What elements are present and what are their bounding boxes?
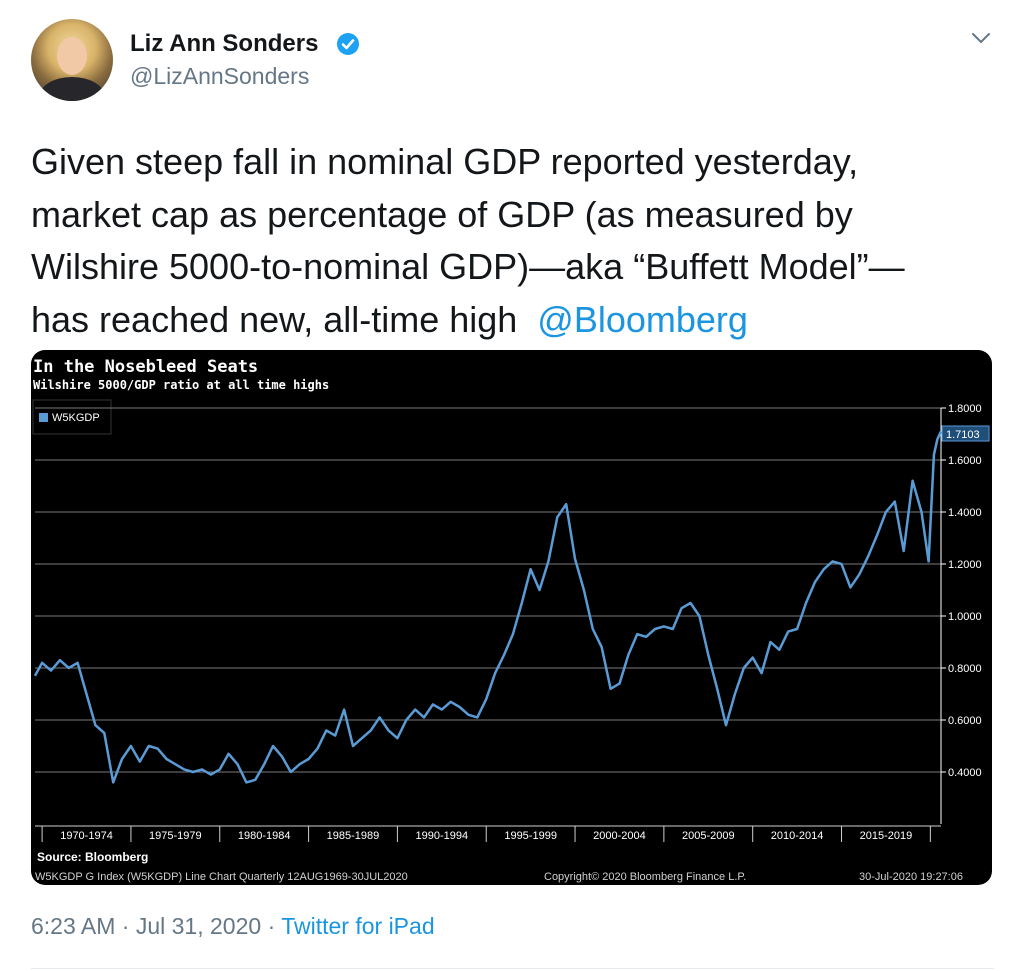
tweet-text-line-last: has reached new, all-time high @Bloomber… xyxy=(31,294,1001,347)
tweet-time[interactable]: 6:23 AM xyxy=(31,913,116,939)
legend-swatch xyxy=(39,413,48,422)
chart-subtitle: Wilshire 5000/GDP ratio at all time high… xyxy=(33,378,329,392)
chevron-down-icon[interactable] xyxy=(970,31,992,47)
tweet-image-chart[interactable]: In the Nosebleed Seats Wilshire 5000/GDP… xyxy=(31,350,992,885)
tweet-source-link[interactable]: Twitter for iPad xyxy=(281,913,435,939)
x-tick-label: 1980-1984 xyxy=(238,830,291,842)
tweet-text: Given steep fall in nominal GDP reported… xyxy=(31,136,1001,346)
tweet-date[interactable]: Jul 31, 2020 xyxy=(135,913,262,939)
chart-svg: In the Nosebleed Seats Wilshire 5000/GDP… xyxy=(32,357,990,883)
chart-x-axis: 1970-1974 1975-1979 1980-1984 1985-1989 1990… xyxy=(35,825,941,842)
tweet-text-line: market cap as percentage of GDP (as meas… xyxy=(31,193,853,235)
x-tick-label: 1985-1989 xyxy=(327,830,380,842)
chart-footer-center: Copyright© 2020 Bloomberg Finance L.P. xyxy=(544,871,746,883)
author-handle[interactable]: @LizAnnSonders xyxy=(130,63,310,89)
y-tick-label: 0.8000 xyxy=(948,663,982,675)
chart-footer-left: W5KGDP G Index (W5KGDP) Line Chart Quart… xyxy=(35,871,408,883)
tweet-text-line: has reached new, all-time high xyxy=(31,298,518,340)
x-tick-label: 2000-2004 xyxy=(593,830,646,842)
x-tick-label: 2015-2019 xyxy=(860,830,913,842)
chart-y-axis: 1.8000 1.6000 1.4000 1.2000 1.0000 0.8000 0.60… xyxy=(940,403,982,824)
y-tick-label: 1.6000 xyxy=(948,455,982,467)
series-line-w5kgdp xyxy=(33,430,943,784)
chart-footer-right: 30-Jul-2020 19:27:06 xyxy=(859,871,963,883)
y-tick-label: 0.4000 xyxy=(948,767,982,779)
verified-badge-icon xyxy=(337,33,359,55)
mention-link[interactable]: @Bloomberg xyxy=(537,298,748,340)
chart-title: In the Nosebleed Seats xyxy=(33,357,258,377)
y-tick-label: 1.2000 xyxy=(948,559,982,571)
divider xyxy=(31,968,994,969)
legend-label: W5KGDP xyxy=(52,412,100,424)
y-tick-label: 1.0000 xyxy=(948,611,982,623)
author-name[interactable]: Liz Ann Sonders xyxy=(130,30,319,57)
tweet-text-line: Given steep fall in nominal GDP reported… xyxy=(31,141,859,182)
y-tick-label: 0.6000 xyxy=(948,715,982,727)
chart-source: Source: Bloomberg xyxy=(37,850,148,864)
chart-grid xyxy=(35,407,941,773)
x-tick-label: 1990-1994 xyxy=(416,830,469,842)
tweet-text-line: Wilshire 5000-to-nominal GDP)—aka “Buffe… xyxy=(31,246,905,287)
x-tick-label: 1970-1974 xyxy=(60,830,113,842)
x-tick-label: 1995-1999 xyxy=(504,830,557,842)
meta-separator: · xyxy=(267,913,276,939)
meta-separator: · xyxy=(121,913,130,939)
last-value-tag: 1.7103 xyxy=(941,425,990,442)
y-tick-label: 1.4000 xyxy=(948,507,982,519)
x-tick-label: 2005-2009 xyxy=(682,830,735,842)
avatar[interactable] xyxy=(31,19,113,101)
avatar-face xyxy=(57,37,87,75)
avatar-shoulders xyxy=(39,77,105,101)
last-value-label: 1.7103 xyxy=(946,429,980,441)
x-tick-label: 1975-1979 xyxy=(149,830,202,842)
y-tick-label: 1.8000 xyxy=(948,403,982,415)
tweet-meta: 6:23 AM · Jul 31, 2020 · Twitter for iPa… xyxy=(31,913,435,940)
x-tick-label: 2010-2014 xyxy=(771,830,824,842)
